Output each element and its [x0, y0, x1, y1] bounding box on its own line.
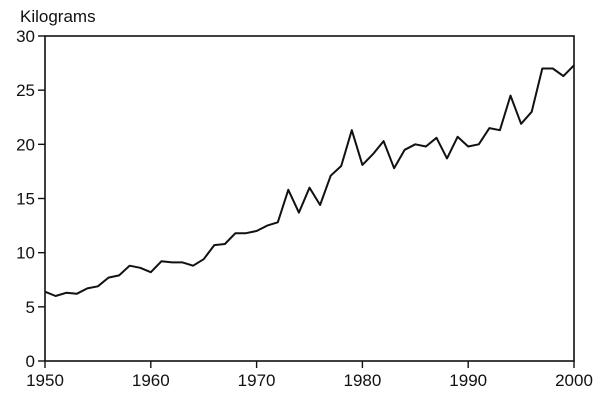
plot-frame: [44, 35, 575, 362]
y-tick-label: 5: [26, 298, 35, 317]
x-tick-label: 2000: [555, 371, 593, 390]
y-tick-label: 30: [16, 27, 35, 46]
y-tick-label: 0: [26, 352, 35, 371]
x-tick-label: 1950: [26, 371, 64, 390]
x-tick-label: 1990: [449, 371, 487, 390]
y-axis-unit-label: Kilograms: [20, 7, 96, 26]
y-tick-label: 25: [16, 81, 35, 100]
x-tick-label: 1970: [238, 371, 276, 390]
y-tick-label: 20: [16, 135, 35, 154]
y-tick-label: 15: [16, 190, 35, 209]
x-tick-label: 1960: [132, 371, 170, 390]
data-line: [44, 64, 575, 297]
axis-ticks: 0 5 10 15 20 25 30 1950 1960 1970 1980 1990 2000: [16, 27, 593, 390]
x-tick-label: 1980: [343, 371, 381, 390]
y-tick-label: 10: [16, 244, 35, 263]
